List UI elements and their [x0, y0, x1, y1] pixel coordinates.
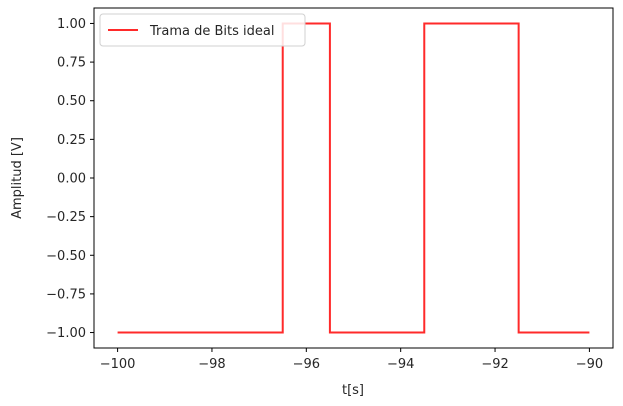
x-axis-label: t[s]	[342, 383, 364, 398]
y-tick-label: −0.25	[46, 210, 86, 225]
x-tick-label: −98	[198, 357, 225, 372]
axes-frame	[93, 7, 614, 349]
y-tick-label: −0.50	[46, 249, 86, 264]
y-tick-label: 0.25	[57, 133, 86, 148]
plot-area-frame	[93, 7, 614, 349]
x-tick-label: −92	[481, 357, 508, 372]
legend-box	[99, 13, 306, 47]
y-tick-label: 0.75	[57, 56, 86, 71]
x-tick-label: −96	[293, 357, 320, 372]
x-axis-ticks: −100 −98 −96 −94 −92 −90	[100, 348, 603, 372]
y-tick-label: 0.50	[57, 94, 86, 109]
x-tick-label: −94	[387, 357, 414, 372]
legend-entry-label: Trama de Bits ideal	[149, 24, 274, 39]
y-axis-label: Amplitud [V]	[10, 137, 25, 219]
y-axis-ticks: 1.00 0.75 0.50 0.25 0.00 −0.25 −0.50 −0.75 −1.00	[46, 17, 94, 341]
series-layer	[117, 22, 590, 334]
y-tick-label: −1.00	[46, 326, 86, 341]
legend: Trama de Bits ideal	[99, 13, 306, 47]
x-tick-label: −90	[576, 357, 603, 372]
x-tick-label: −100	[100, 357, 136, 372]
y-tick-label: −0.75	[46, 287, 86, 302]
y-tick-label: 0.00	[57, 172, 86, 187]
y-tick-label: 1.00	[57, 17, 86, 32]
series-line-0	[117, 22, 590, 334]
